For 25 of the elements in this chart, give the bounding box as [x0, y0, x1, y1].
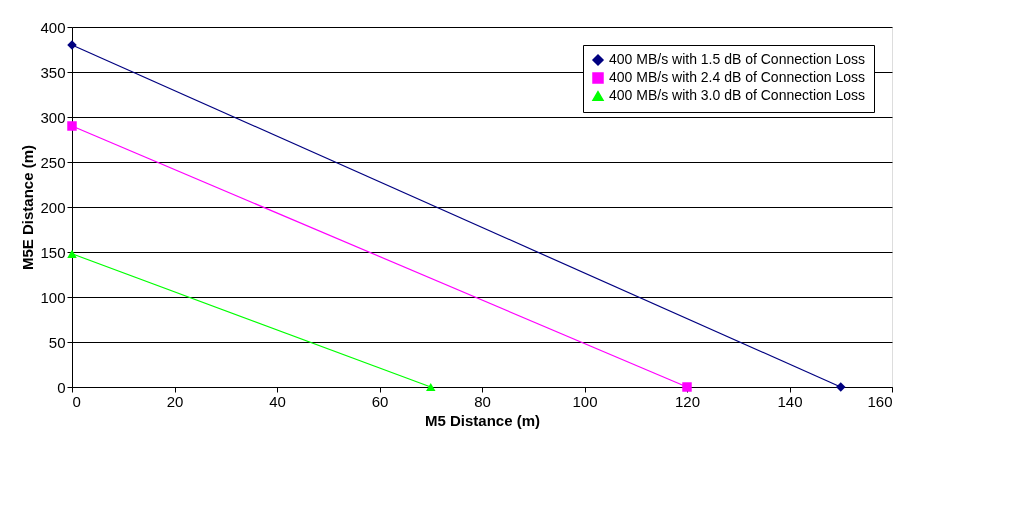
legend-label: 400 MB/s with 2.4 dB of Connection Loss: [609, 69, 866, 85]
legend-label: 400 MB/s with 3.0 dB of Connection Loss: [609, 87, 866, 103]
legend-label: 400 MB/s with 1.5 dB of Connection Loss: [609, 51, 866, 67]
y-tick-label: 50: [48, 333, 66, 351]
x-tick-label: 20: [166, 392, 184, 410]
y-tick-label: 350: [40, 63, 66, 81]
x-tick-label: 0: [72, 392, 81, 410]
y-tick-label: 100: [40, 288, 66, 306]
x-tick-label: 160: [867, 392, 893, 410]
y-tick-label: 150: [40, 243, 66, 261]
x-tick-label: 60: [371, 392, 389, 410]
x-tick-label: 140: [777, 392, 803, 410]
y-tick-label: 0: [57, 378, 66, 396]
point: [682, 382, 692, 392]
x-tick-label: 100: [572, 392, 598, 410]
y-axis-title: M5E Distance (m): [19, 144, 37, 271]
x-tick-label: 80: [474, 392, 491, 410]
y-tick-label: 400: [40, 18, 66, 36]
x-tick-label: 120: [674, 392, 701, 410]
x-tick-label: 40: [269, 392, 286, 410]
y-tick-label: 200: [40, 198, 66, 216]
y-tick-label: 250: [40, 153, 66, 171]
x-axis-title: M5 Distance (m): [424, 411, 541, 429]
y-tick-label: 300: [40, 108, 66, 126]
point: [67, 121, 77, 131]
